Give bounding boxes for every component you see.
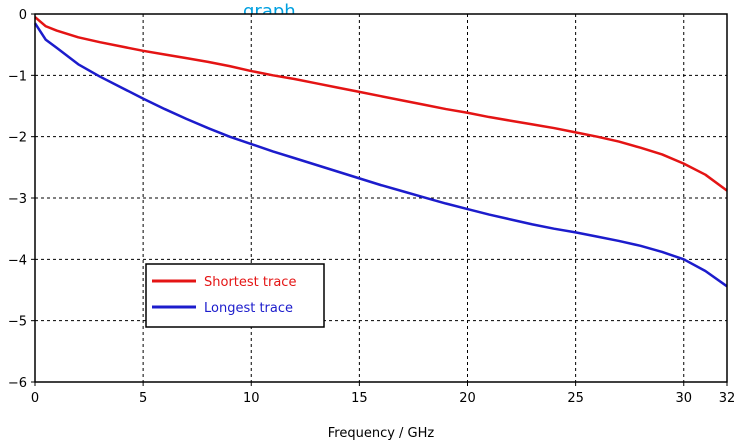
y-tick-label: −2 [8,131,27,146]
y-tick-label: −4 [8,253,27,268]
legend-label-longest-trace: Longest trace [204,301,293,316]
x-tick-label: 5 [139,391,147,406]
legend-label-shortest-trace: Shortest trace [204,275,296,290]
series-layer [33,16,728,288]
legend-box [145,263,325,328]
series-line-longest-trace [33,22,728,288]
series-line-shortest-trace [34,16,728,192]
x-tick-label: 0 [31,391,39,406]
x-tick-label: 10 [243,391,260,406]
tick-labels: 0 5 10 15 20 25 30 32 0 −1 −2 −3 −4 −5 −6 [8,8,735,406]
y-tick-label: −6 [8,376,27,391]
x-tick-label: 32 [719,391,736,406]
y-tick-label: −5 [8,315,27,330]
y-tick-label: −3 [8,192,27,207]
x-tick-label: 20 [459,391,476,406]
gridlines [35,14,727,382]
x-tick-label: 15 [351,391,368,406]
y-tick-label: −1 [8,69,27,84]
x-axis-title: Frequency / GHz [328,426,435,441]
x-tick-label: 25 [567,391,584,406]
legend: Shortest trace Longest trace [145,263,325,328]
x-tick-label: 30 [675,391,692,406]
y-tick-label: 0 [19,8,27,23]
